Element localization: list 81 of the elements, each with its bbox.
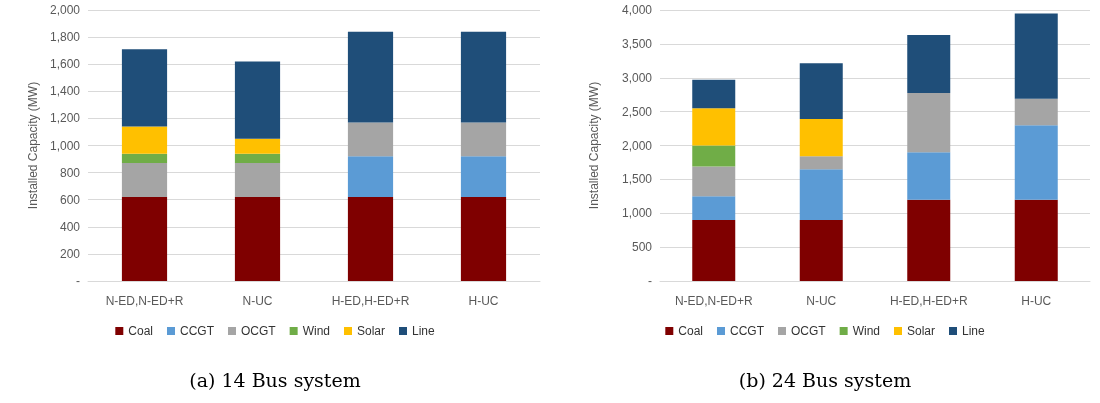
legend-label: Solar [906,324,936,338]
bar [121,126,168,154]
bar [234,61,281,139]
y-tick-label: 1,500 [621,172,653,187]
y-tick-label: 400 [59,219,81,234]
y-tick-label: 1,800 [49,30,81,45]
legend-label: Wind [852,324,880,338]
x-tick-label: H-ED,H-ED+R [331,294,410,308]
y-tick-label: 200 [59,246,81,261]
legend-label: Line [962,324,986,338]
bar [1014,199,1058,281]
bar [799,156,843,170]
legend-label: OCGT [790,324,827,338]
bar [692,166,736,197]
y-tick-label: - [76,274,80,288]
bar [121,153,168,164]
x-tick-label: H-UC [468,294,499,308]
bar [1014,125,1058,200]
bar [121,163,168,197]
legend-label: OCGT [240,324,277,338]
bar [121,196,168,281]
bar [907,152,951,200]
legend-label: Coal [128,324,153,338]
bar [460,196,507,281]
y-tick-label: 3,000 [621,70,653,85]
bar [234,138,281,154]
y-tick-label: 1,200 [49,111,81,126]
y-tick-label: 3,500 [621,36,653,51]
bar [907,92,951,153]
bar [799,119,843,157]
legend-label: Coal [678,324,703,338]
x-tick-label: N-UC [806,294,837,308]
bar [347,31,394,123]
bar [692,145,736,167]
legend-label: CCGT [729,324,765,338]
x-tick-label: N-UC [242,294,273,308]
bar [799,220,843,281]
bar [692,108,736,146]
y-tick-label: 2,500 [621,104,653,119]
y-tick-label: 1,400 [49,84,81,99]
bar [121,49,168,127]
y-tick-label: - [648,274,652,288]
y-tick-label: 500 [631,240,653,255]
bar [799,63,843,120]
y-axis-title: Installed Capacity (MW) [587,81,601,210]
legend-label: Line [412,324,436,338]
x-tick-label: N-ED,N-ED+R [674,294,753,308]
bar [460,122,507,157]
bar [234,196,281,281]
x-tick-label: H-ED,H-ED+R [889,294,968,308]
y-tick-label: 1,600 [49,57,81,72]
bar [799,169,843,221]
y-tick-label: 1,000 [49,138,81,153]
y-tick-label: 2,000 [621,138,653,153]
legend-label: Solar [356,324,386,338]
text: (b) 24 Bus system [738,368,912,391]
bar [1014,13,1058,99]
bar [460,156,507,197]
bar [460,31,507,123]
bar [907,199,951,281]
legend-label: Wind [302,324,330,338]
bar [1014,98,1058,126]
y-tick-label: 2,000 [49,3,81,17]
bar [907,35,951,93]
y-tick-label: 800 [59,165,81,180]
bar [692,220,736,281]
bar [692,196,736,221]
bar [347,122,394,157]
bar [692,79,736,109]
y-tick-label: 600 [59,192,81,207]
legend-label: CCGT [179,324,215,338]
bar [347,196,394,281]
y-tick-label: 1,000 [621,206,653,221]
y-axis-title: Installed Capacity (MW) [26,81,41,210]
x-tick-label: H-UC [1021,294,1052,308]
bar [234,153,281,164]
x-tick-label: N-ED,N-ED+R [105,294,184,308]
text: (a) 14 Bus system [189,368,361,391]
bar [234,163,281,197]
bar [347,156,394,197]
y-tick-label: 4,000 [621,3,653,17]
